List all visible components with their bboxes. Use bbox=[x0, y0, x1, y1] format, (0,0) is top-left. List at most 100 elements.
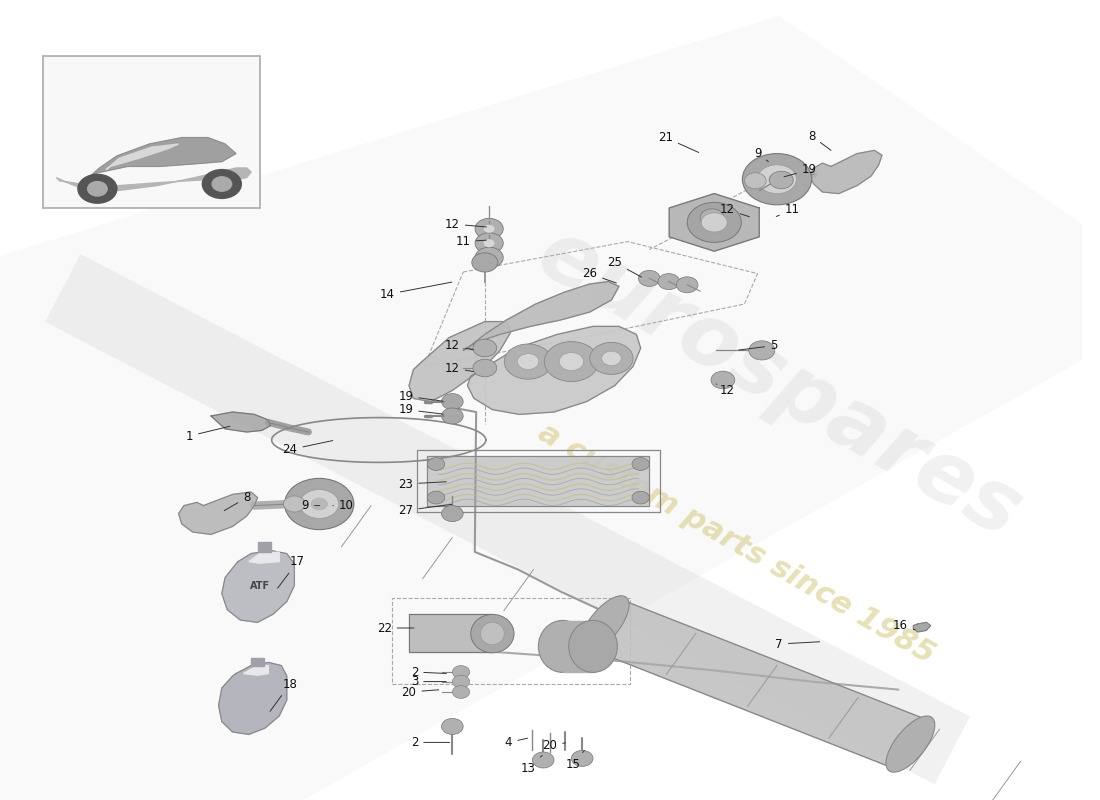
Circle shape bbox=[701, 213, 727, 232]
Text: 12: 12 bbox=[444, 339, 473, 352]
Circle shape bbox=[590, 342, 634, 374]
Text: 16: 16 bbox=[893, 619, 915, 632]
Circle shape bbox=[544, 342, 598, 382]
Circle shape bbox=[88, 182, 107, 196]
Bar bbox=[43, 56, 260, 208]
Text: 12: 12 bbox=[444, 362, 473, 374]
Polygon shape bbox=[587, 600, 927, 768]
Ellipse shape bbox=[580, 596, 629, 652]
Circle shape bbox=[638, 270, 660, 286]
Circle shape bbox=[517, 354, 539, 370]
Text: 19: 19 bbox=[398, 403, 443, 416]
Text: 5: 5 bbox=[738, 339, 778, 352]
Text: 8: 8 bbox=[807, 130, 830, 150]
Text: 2: 2 bbox=[410, 666, 447, 678]
Polygon shape bbox=[409, 614, 493, 652]
Circle shape bbox=[632, 491, 649, 504]
Text: 27: 27 bbox=[398, 504, 452, 517]
Text: 18: 18 bbox=[270, 678, 297, 711]
Circle shape bbox=[688, 202, 741, 242]
Text: 12: 12 bbox=[716, 384, 735, 397]
Circle shape bbox=[559, 353, 584, 370]
Circle shape bbox=[428, 458, 444, 470]
Text: 3: 3 bbox=[410, 675, 447, 688]
Text: 13: 13 bbox=[520, 755, 542, 774]
Circle shape bbox=[484, 225, 495, 233]
Polygon shape bbox=[222, 550, 295, 622]
Circle shape bbox=[475, 218, 503, 239]
Circle shape bbox=[285, 478, 354, 530]
Text: 15: 15 bbox=[566, 750, 584, 770]
Polygon shape bbox=[468, 326, 640, 414]
Circle shape bbox=[212, 177, 232, 191]
Text: 11: 11 bbox=[777, 203, 800, 217]
Circle shape bbox=[78, 174, 117, 203]
Text: 1: 1 bbox=[186, 426, 230, 442]
Circle shape bbox=[441, 506, 463, 522]
Circle shape bbox=[676, 277, 698, 293]
Circle shape bbox=[452, 675, 470, 688]
Text: 17: 17 bbox=[277, 555, 305, 588]
Circle shape bbox=[745, 173, 767, 189]
Text: 26: 26 bbox=[582, 267, 616, 283]
Polygon shape bbox=[913, 622, 931, 632]
Circle shape bbox=[202, 170, 241, 198]
Circle shape bbox=[472, 253, 498, 272]
Text: 24: 24 bbox=[283, 441, 333, 456]
Polygon shape bbox=[669, 194, 759, 251]
Ellipse shape bbox=[538, 621, 587, 672]
Polygon shape bbox=[810, 150, 882, 194]
Ellipse shape bbox=[569, 621, 617, 672]
Text: 23: 23 bbox=[398, 478, 447, 490]
Text: 2: 2 bbox=[410, 736, 450, 749]
Polygon shape bbox=[219, 662, 287, 734]
Polygon shape bbox=[0, 16, 1082, 800]
Circle shape bbox=[473, 339, 497, 357]
Text: a custom parts since 1985: a custom parts since 1985 bbox=[532, 418, 939, 670]
Text: 7: 7 bbox=[776, 638, 820, 650]
Polygon shape bbox=[257, 542, 271, 552]
Polygon shape bbox=[563, 621, 593, 672]
Circle shape bbox=[441, 394, 463, 410]
Polygon shape bbox=[178, 492, 257, 534]
Text: 9: 9 bbox=[301, 499, 320, 512]
Text: 11: 11 bbox=[455, 235, 486, 248]
Bar bbox=[392, 598, 630, 684]
Text: 9: 9 bbox=[754, 147, 768, 162]
Circle shape bbox=[484, 239, 495, 247]
Polygon shape bbox=[56, 168, 251, 190]
Text: 4: 4 bbox=[505, 736, 528, 749]
Text: 21: 21 bbox=[658, 131, 698, 153]
Ellipse shape bbox=[481, 622, 504, 645]
Ellipse shape bbox=[471, 614, 514, 653]
Circle shape bbox=[602, 351, 621, 366]
Polygon shape bbox=[251, 658, 264, 666]
Text: 12: 12 bbox=[444, 218, 486, 230]
Circle shape bbox=[441, 408, 463, 424]
Circle shape bbox=[742, 154, 812, 205]
Polygon shape bbox=[243, 666, 268, 675]
Circle shape bbox=[452, 666, 470, 678]
Circle shape bbox=[504, 344, 552, 379]
Text: eurospares: eurospares bbox=[522, 212, 1036, 556]
Circle shape bbox=[310, 498, 328, 510]
Text: 14: 14 bbox=[379, 282, 452, 301]
Text: 19: 19 bbox=[784, 163, 817, 177]
Circle shape bbox=[749, 341, 774, 360]
Polygon shape bbox=[211, 412, 271, 432]
Text: 10: 10 bbox=[333, 499, 354, 512]
Circle shape bbox=[300, 490, 339, 518]
Polygon shape bbox=[249, 552, 279, 563]
Circle shape bbox=[769, 171, 793, 189]
Text: 20: 20 bbox=[402, 686, 439, 698]
Circle shape bbox=[632, 458, 649, 470]
Polygon shape bbox=[428, 456, 649, 506]
Circle shape bbox=[768, 173, 785, 186]
Circle shape bbox=[452, 686, 470, 698]
Circle shape bbox=[428, 491, 444, 504]
Circle shape bbox=[475, 233, 503, 254]
Text: 25: 25 bbox=[607, 256, 641, 277]
Circle shape bbox=[701, 209, 724, 226]
Polygon shape bbox=[89, 138, 235, 178]
Circle shape bbox=[475, 247, 503, 268]
